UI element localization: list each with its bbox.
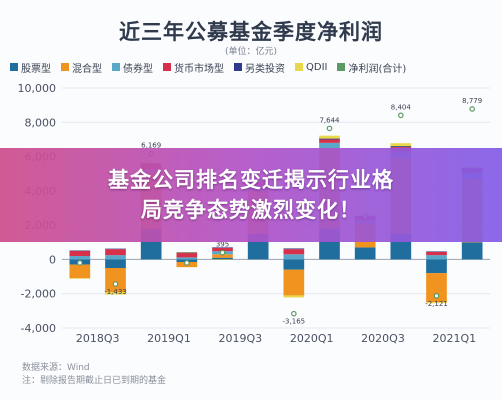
bar-segment	[319, 142, 340, 148]
bar-segment	[319, 139, 340, 143]
x-tick-label: 2020Q1	[290, 332, 334, 345]
bar-segment	[319, 138, 340, 140]
bar-segment	[105, 259, 126, 268]
source-note: 数据来源：Wind 注：剔除报告期截止日已到期的基金	[22, 362, 166, 388]
bar-segment	[426, 273, 447, 303]
legend-swatch	[234, 63, 242, 71]
data-label: 395	[216, 241, 229, 249]
bar-segment	[105, 255, 126, 260]
legend-swatch	[10, 63, 18, 71]
bar-segment	[105, 268, 126, 292]
legend-item: 净利润(合计)	[337, 60, 406, 75]
bar-segment	[212, 247, 233, 252]
x-tick-label: 2019Q1	[147, 332, 191, 345]
bar-segment	[212, 259, 233, 260]
legend-label: 货币市场型	[174, 63, 224, 75]
bar-segment	[283, 248, 305, 250]
bar-segment	[69, 256, 91, 260]
bar-segment	[283, 249, 305, 255]
bar-segment	[176, 257, 198, 260]
bar-segment	[426, 251, 447, 256]
bar-segment	[105, 249, 126, 256]
bar-segment	[212, 247, 233, 248]
headline-line-1: 基金公司排名变迁揭示行业格	[108, 168, 394, 192]
legend-item: 货币市场型	[163, 60, 224, 75]
legend-swatch	[61, 63, 69, 71]
total-point	[326, 125, 333, 132]
bar-segment	[319, 135, 340, 139]
bar-segment	[354, 247, 376, 260]
x-tick-label: 2018Q3	[76, 332, 120, 345]
x-tick-label: 2019Q3	[219, 332, 263, 345]
legend-label: 股票型	[21, 63, 51, 75]
y-tick-label: -4,000	[21, 322, 56, 335]
legend-label: 净利润(合计)	[348, 63, 407, 75]
total-point	[469, 106, 475, 112]
headline-line-2: 局竞争态势激烈变化！	[141, 198, 361, 222]
legend-label: 混合型	[72, 63, 102, 75]
total-point	[77, 260, 83, 266]
bar-segment	[426, 259, 447, 274]
bar-segment	[283, 254, 305, 260]
bar-segment	[426, 302, 447, 304]
data-label: -3,165	[283, 318, 306, 326]
bar-segment	[283, 269, 305, 296]
y-tick-label: 0	[49, 253, 56, 266]
bar-segment	[176, 253, 198, 258]
chart-subtitle: (单位：亿元)	[224, 47, 278, 57]
bar-segment	[390, 146, 412, 148]
bar-segment	[69, 250, 91, 256]
data-label: 7,644	[319, 116, 340, 124]
bar-segment	[69, 278, 91, 279]
bar-segment	[69, 264, 91, 279]
data-label: -2,121	[425, 300, 448, 308]
bar-segment	[105, 292, 126, 295]
legend-item: QDII	[295, 62, 327, 73]
bar-segment	[426, 251, 447, 252]
legend-label: QDII	[306, 61, 328, 73]
x-tick-label: 2020Q3	[361, 332, 405, 345]
bar-segment	[212, 254, 233, 258]
bar-segment	[176, 252, 198, 253]
footnote-line: 注：剔除报告期截止日已到期的基金	[22, 376, 167, 386]
legend-item: 债券型	[112, 60, 153, 75]
bar-segment	[283, 259, 305, 270]
legend-swatch	[163, 63, 171, 71]
total-point	[184, 260, 190, 266]
source-line: 数据来源：Wind	[22, 363, 90, 373]
y-tick-label: 10,000	[18, 82, 57, 95]
data-label: -1,433	[104, 288, 127, 296]
chart-legend: 股票型 混合型 债券型 货币市场型 另类投资 QDII 净利润(合计)	[10, 58, 498, 76]
y-tick-label: 8,000	[25, 116, 57, 129]
bar-segment	[390, 143, 412, 147]
total-point	[291, 310, 297, 317]
legend-item: 股票型	[10, 60, 51, 75]
total-point	[398, 112, 404, 119]
headline-banner: 基金公司排名变迁揭示行业格 局竞争态势激烈变化！	[0, 148, 502, 242]
data-label: 6,169	[141, 142, 161, 150]
x-tick-label: 2021Q1	[433, 332, 477, 345]
bar-segment	[283, 295, 305, 298]
y-tick-label: -2,000	[21, 288, 56, 301]
total-point	[112, 281, 119, 287]
bar-segment	[105, 248, 126, 250]
legend-label: 另类投资	[245, 63, 285, 75]
legend-swatch	[112, 63, 120, 71]
legend-item: 另类投资	[234, 60, 285, 75]
data-label: 8,779	[462, 97, 482, 105]
chart-title: 近三年公募基金季度净利润	[119, 20, 383, 44]
bar-segment	[69, 250, 91, 252]
legend-label: 债券型	[123, 63, 153, 75]
total-point	[433, 292, 440, 299]
legend-swatch	[295, 63, 303, 71]
legend-swatch	[337, 63, 346, 71]
legend-item: 混合型	[61, 60, 102, 75]
bar-segment	[426, 255, 447, 260]
bar-segment	[461, 242, 483, 260]
total-point	[219, 249, 226, 256]
bar-segment	[212, 257, 233, 260]
bar-segment	[176, 252, 198, 254]
data-label: 8,404	[391, 103, 412, 111]
